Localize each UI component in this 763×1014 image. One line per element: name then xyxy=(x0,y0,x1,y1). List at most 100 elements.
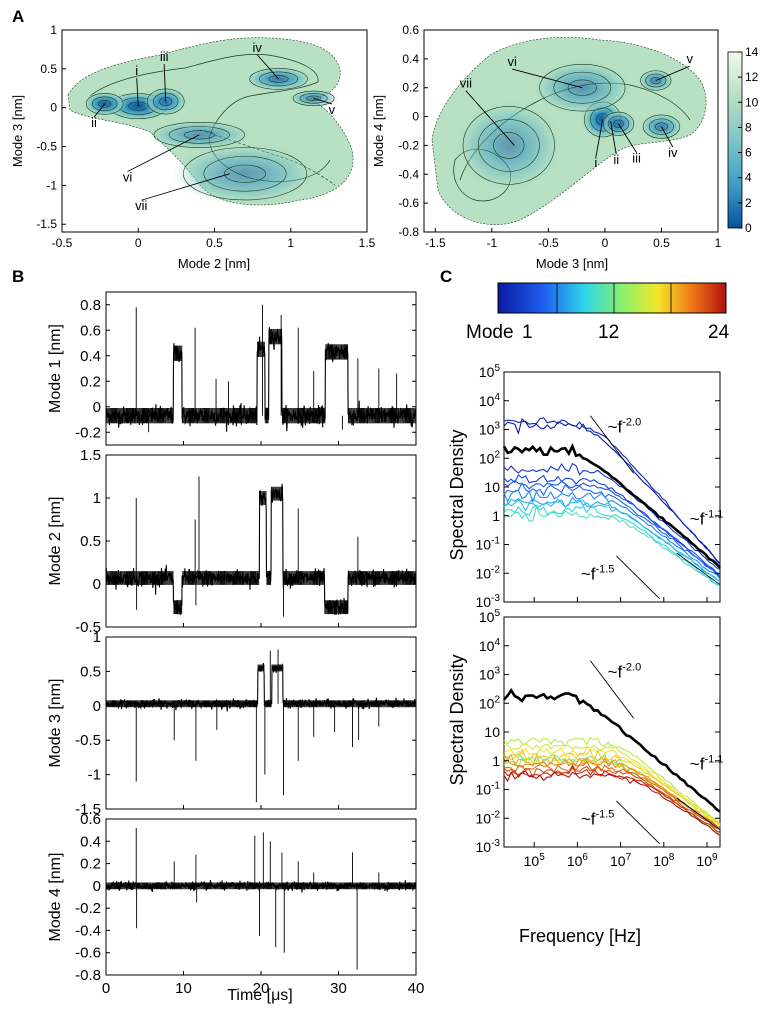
spectrum-mode-24 xyxy=(503,770,721,836)
tick-label: 102 xyxy=(479,694,501,711)
y-tick-label: 0.8 xyxy=(80,297,101,314)
power-law-guide xyxy=(676,552,721,586)
y-tick-label: 0.6 xyxy=(80,322,101,339)
y-tick-label: 0 xyxy=(412,110,419,124)
x-axis-label: Time [μs] xyxy=(227,987,293,1004)
spectrum-mode-9 xyxy=(503,498,721,581)
x-tick-label: -0.5 xyxy=(52,236,73,250)
energy-well xyxy=(531,60,633,116)
y-tick-label: -1 xyxy=(46,178,57,192)
y-tick-label: 0.6 xyxy=(402,23,419,37)
y-tick-label: 0 xyxy=(93,576,101,593)
energy-well xyxy=(171,142,319,205)
y-tick-label: 1 xyxy=(93,629,101,646)
trajectory-noise xyxy=(105,664,417,708)
y-tick-label: -0.5 xyxy=(36,140,57,154)
y-tick-label: 0.4 xyxy=(80,348,101,365)
tick-label: 109 xyxy=(696,852,718,869)
power-law-label: ~f-1.1 xyxy=(690,753,724,773)
tick-label: 103 xyxy=(479,421,501,438)
spectrum-mode-11 xyxy=(503,504,721,588)
tick-label: 105 xyxy=(479,363,501,380)
y-tick-label: 0 xyxy=(50,101,57,115)
x-tick-label: 30 xyxy=(330,980,347,997)
x-tick-label: 0 xyxy=(135,236,142,250)
panel-a-left: -0.5 0 0.5 1 1.510.50-0.5-1-1.5 iiiiiiivvviv… xyxy=(10,23,376,271)
plot-frame xyxy=(105,454,417,628)
spectrum-mode-5 xyxy=(503,480,721,577)
colorbar-label-max: 24 xyxy=(708,322,730,343)
y-axis-label: Mode 3 [nm] xyxy=(10,95,25,167)
svg-text:vi: vi xyxy=(123,170,133,185)
panel-letter-a: A xyxy=(12,7,24,26)
panel-a-right: -1.5 -1 -0.5 0 0.5 1 0.6 0.4 0.2 0 -0.2 -0.4 -0.6 -0.… xyxy=(371,23,759,271)
state-annotation: ii xyxy=(610,120,619,167)
y-tick-label: 0.4 xyxy=(80,833,101,850)
y-tick-label: -0.5 xyxy=(75,732,101,749)
time-trace-plot: 1 0.5 0 -0.5 -1 -1.5 Mode 3 [nm] xyxy=(47,629,417,818)
state-annotation: vi xyxy=(123,134,200,185)
time-trace-plot: 0.8 0.6 0.4 0.2 0 -0.2 Mode 1 [nm] xyxy=(47,291,417,446)
state-annotation: v xyxy=(655,51,693,81)
x-axis-label: Mode 3 [nm] xyxy=(536,256,608,271)
panel-c-top: ~f-2.0~f-1.1~f-1.510510410310210110-110-… xyxy=(476,363,724,610)
y-tick-label: -0.4 xyxy=(75,922,101,939)
tick-label: 107 xyxy=(610,852,632,869)
colorbar-tick-label: 14 xyxy=(745,45,759,59)
y-tick-label: -0.2 xyxy=(75,900,101,917)
y-tick-label: -0.8 xyxy=(398,225,419,239)
spectrum-mean xyxy=(503,688,721,813)
x-tick-label: -0.5 xyxy=(538,236,559,250)
x-tick-label: 1 xyxy=(715,236,722,250)
colorbar-label-min: 1 xyxy=(522,322,533,343)
x-tick-label: 0 xyxy=(102,980,110,997)
svg-text:ii: ii xyxy=(91,115,97,130)
y-tick-label: -0.2 xyxy=(398,138,419,152)
mode-colorbar-gradient xyxy=(497,282,727,314)
time-trace-plot: 1.5 1 0.5 0 -0.5 Mode 2 [nm] xyxy=(47,447,417,636)
tick-label: 1 xyxy=(492,508,500,524)
x-tick-label: -1.5 xyxy=(425,236,446,250)
colorbar-tick-label: 12 xyxy=(745,70,759,84)
power-law-label: ~f-2.0 xyxy=(608,661,642,681)
tick-label: 10-3 xyxy=(476,593,501,610)
spectrum-mode-15 xyxy=(503,737,721,825)
y-axis-label: Spectral Density xyxy=(447,429,467,560)
y-tick-label: 0 xyxy=(93,878,101,895)
state-annotation: iii xyxy=(618,123,641,166)
spectrum-mode-18 xyxy=(503,748,721,827)
y-axis-label: Spectral Density xyxy=(447,654,467,785)
y-tick-label: 0.4 xyxy=(402,52,419,66)
y-tick-label: 0.2 xyxy=(80,856,101,873)
power-law-guide xyxy=(616,800,660,845)
colorbar-label-mid: 12 xyxy=(598,322,619,343)
state-annotation: i xyxy=(135,63,139,107)
tick-label: 10-1 xyxy=(476,536,501,553)
tick-label: 10-3 xyxy=(476,838,501,855)
tick-label: 106 xyxy=(567,852,589,869)
power-law-guide xyxy=(616,555,660,600)
time-trace-plot: 0.60.40.20-0.2-0.4-0.6-0.80 10 20 30 40Mode … xyxy=(47,811,424,997)
colorbar-tick-label: 2 xyxy=(745,196,752,210)
trajectory-noise xyxy=(105,329,417,424)
svg-text:i: i xyxy=(594,155,597,170)
x-tick-label: -1 xyxy=(487,236,498,250)
y-tick-label: -0.6 xyxy=(75,945,101,962)
panel-letter-b: B xyxy=(12,267,24,286)
y-tick-label: 0.5 xyxy=(80,663,101,680)
tick-label: 10-2 xyxy=(476,564,501,581)
colorbar-tick-label: 0 xyxy=(745,221,752,235)
tick-label: 104 xyxy=(479,392,501,409)
colorbar-tick-label: 4 xyxy=(745,171,752,185)
tick-label: 105 xyxy=(524,852,546,869)
x-tick-label: 0.5 xyxy=(206,236,223,250)
state-annotation: ii xyxy=(91,103,106,130)
y-tick-label: 1 xyxy=(93,490,101,507)
x-axis-label: Frequency [Hz] xyxy=(519,926,641,946)
tick-label: 10 xyxy=(484,479,500,495)
y-tick-label: 0.2 xyxy=(80,373,101,390)
svg-text:iv: iv xyxy=(253,40,263,55)
x-tick-label: 1.5 xyxy=(359,236,376,250)
x-tick-label: 0.5 xyxy=(653,236,670,250)
